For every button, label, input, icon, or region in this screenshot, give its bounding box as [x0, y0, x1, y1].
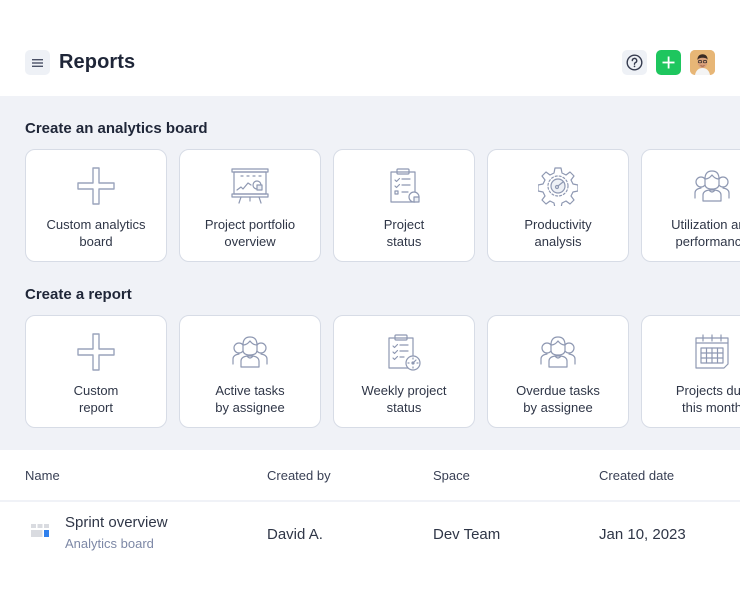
- report-section-title: Create a report: [25, 286, 132, 303]
- report-cards: Custom report Active tasks by assignee: [25, 315, 740, 428]
- add-button[interactable]: [656, 50, 681, 75]
- space-cell: Dev Team: [433, 526, 501, 543]
- clipboard-checklist-icon: [384, 166, 424, 206]
- analytics-board-icon: [31, 524, 49, 537]
- created-date-cell: Jan 10, 2023: [599, 526, 686, 543]
- help-button[interactable]: [622, 50, 647, 75]
- gear-gauge-icon: [538, 166, 578, 206]
- card-label: Custom report: [73, 383, 119, 415]
- template-gallery: Create an analytics board Custom analyti…: [0, 96, 740, 450]
- column-header-space[interactable]: Space: [433, 468, 470, 483]
- question-circle-icon: [626, 54, 643, 71]
- user-avatar[interactable]: [690, 50, 715, 75]
- menu-button[interactable]: [25, 50, 50, 75]
- column-header-created-by[interactable]: Created by: [267, 468, 331, 483]
- card-label: Overdue tasks by assignee: [516, 383, 600, 415]
- card-label: Project status: [383, 217, 425, 249]
- team-icon: [230, 332, 270, 372]
- plus-icon: [76, 332, 116, 372]
- card-projects-due-this-month[interactable]: Projects due this month: [641, 315, 740, 428]
- page-title: Reports: [59, 51, 136, 73]
- card-overdue-tasks-by-assignee[interactable]: Overdue tasks by assignee: [487, 315, 629, 428]
- report-type: Analytics board: [65, 536, 154, 551]
- card-productivity-analysis[interactable]: Productivity analysis: [487, 149, 629, 262]
- card-label: Utilization and performance: [671, 217, 740, 249]
- table-header: Name Created by Space Created date: [0, 450, 740, 502]
- card-utilization-and-performance[interactable]: Utilization and performance: [641, 149, 740, 262]
- card-weekly-project-status[interactable]: Weekly project status: [333, 315, 475, 428]
- avatar-face-icon: [690, 50, 715, 75]
- hamburger-icon: [32, 58, 43, 67]
- reports-table: Name Created by Space Created date: [0, 450, 740, 502]
- card-project-portfolio-overview[interactable]: Project portfolio overview: [179, 149, 321, 262]
- created-by-cell: David A.: [267, 526, 323, 543]
- team-icon: [692, 166, 732, 206]
- team-icon: [538, 332, 578, 372]
- column-header-name[interactable]: Name: [25, 468, 60, 483]
- card-label: Projects due this month: [675, 383, 740, 415]
- calendar-icon: [692, 332, 732, 372]
- plus-icon: [76, 166, 116, 206]
- card-custom-analytics-board[interactable]: Custom analytics board: [25, 149, 167, 262]
- card-label: Productivity analysis: [524, 217, 592, 249]
- card-label: Project portfolio overview: [204, 217, 296, 249]
- plus-icon: [662, 56, 675, 69]
- card-label: Weekly project status: [361, 383, 447, 415]
- card-active-tasks-by-assignee[interactable]: Active tasks by assignee: [179, 315, 321, 428]
- analytics-section-title: Create an analytics board: [25, 120, 208, 137]
- card-project-status[interactable]: Project status: [333, 149, 475, 262]
- card-label: Active tasks by assignee: [215, 383, 285, 415]
- card-label: Custom analytics board: [46, 217, 146, 249]
- analytics-cards: Custom analytics board Project portfolio…: [25, 149, 740, 262]
- presentation-chart-icon: [230, 166, 270, 206]
- column-header-created-date[interactable]: Created date: [599, 468, 675, 483]
- clipboard-clock-icon: [384, 332, 424, 372]
- page-header: Reports: [0, 0, 740, 96]
- report-name[interactable]: Sprint overview: [65, 514, 168, 531]
- card-custom-report[interactable]: Custom report: [25, 315, 167, 428]
